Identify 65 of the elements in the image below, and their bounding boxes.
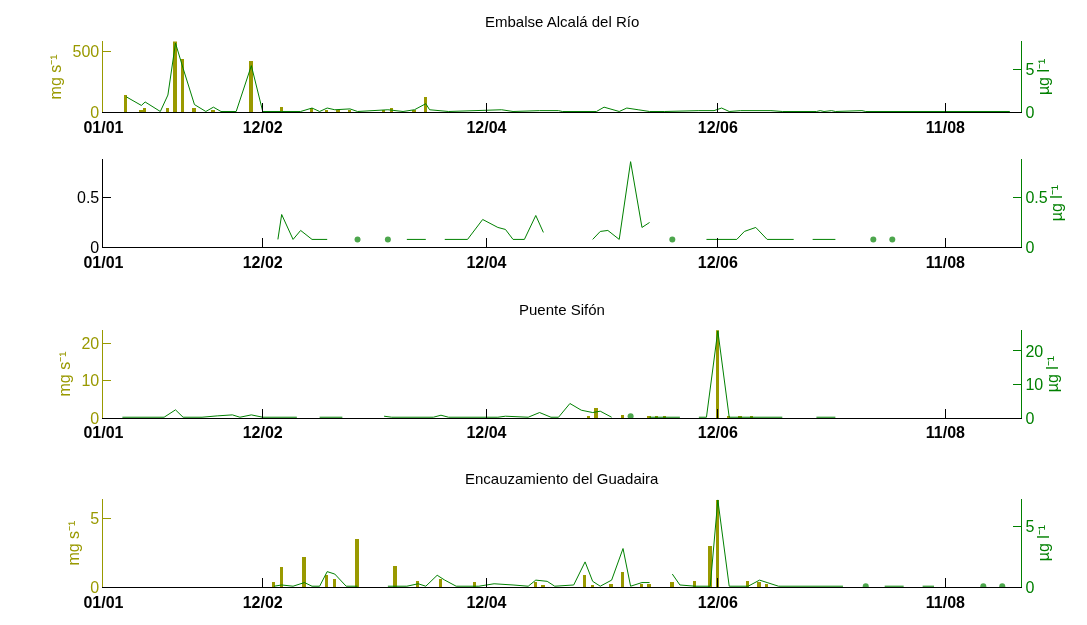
y-tick-label: 20 (81, 334, 100, 352)
x-tick-label: 01/01 (83, 424, 124, 442)
x-tick-label: 12/06 (697, 424, 738, 442)
bar (333, 578, 337, 588)
y2-tick-label: 10 (1025, 376, 1044, 394)
bar (139, 110, 144, 113)
bar (336, 110, 341, 113)
y2-axis-title: µg l⁻¹ (1035, 524, 1053, 562)
bar (583, 574, 587, 588)
chart-title: Embalse Alcalá del Río (485, 13, 640, 30)
chart-title: Encauzamiento del Guadaira (465, 470, 660, 487)
bar (355, 538, 360, 588)
y-tick-label: 10 (81, 372, 100, 390)
bar (621, 571, 625, 588)
y-axis-title: mg s⁻¹ (56, 351, 74, 397)
bar (348, 110, 352, 113)
y2-tick-label: 5 (1025, 60, 1035, 78)
x-tick-label: 12/02 (242, 424, 283, 442)
y2-tick-label: 5 (1025, 518, 1035, 536)
bar (192, 108, 197, 113)
y2-axis-title: µg l⁻¹ (1048, 184, 1066, 222)
x-tick-label: 11/08 (925, 118, 966, 136)
x-tick-label: 11/08 (925, 424, 966, 442)
x-tick-label: 12/02 (242, 118, 283, 136)
bar (325, 574, 329, 588)
x-tick-label: 12/04 (466, 253, 507, 271)
y-tick-label: 0 (90, 409, 100, 427)
x-tick-label: 12/04 (466, 424, 507, 442)
y2-axis-title: µg l⁻¹ (1035, 58, 1053, 96)
x-tick-label: 12/06 (697, 593, 738, 611)
y2-tick-label: 20 (1025, 342, 1044, 360)
x-tick-label: 11/08 (925, 253, 966, 271)
y-axis-title: mg s⁻¹ (47, 54, 65, 100)
bar (393, 565, 398, 588)
bar (621, 415, 625, 418)
bar (166, 108, 170, 113)
y2-tick-label: 0 (1025, 579, 1035, 597)
x-tick-label: 12/06 (697, 253, 738, 271)
y-axis-title: mg s⁻¹ (65, 520, 83, 566)
x-tick-label: 12/02 (242, 253, 283, 271)
y2-tick-label: 0 (1025, 238, 1035, 256)
x-tick-label: 11/08 (925, 593, 966, 611)
x-tick-label: 01/01 (83, 253, 124, 271)
y2-tick-label: 0.5 (1025, 189, 1048, 207)
y-tick-label: 0.5 (76, 189, 100, 207)
bar (439, 578, 443, 588)
bar (143, 108, 147, 113)
x-tick-label: 12/04 (466, 118, 507, 136)
bar (211, 110, 216, 113)
y2-tick-label: 0 (1025, 409, 1035, 427)
chart-title: Puente Sifón (519, 301, 605, 318)
x-tick-label: 12/06 (697, 118, 738, 136)
x-tick-label: 12/02 (242, 593, 283, 611)
y-tick-label: 500 (72, 42, 100, 60)
bar (124, 95, 128, 113)
bar (181, 59, 185, 113)
y2-axis-title: µg l⁻¹ (1044, 355, 1062, 393)
bar (325, 110, 329, 113)
y2-tick-label: 0 (1025, 103, 1035, 121)
bar (249, 61, 254, 113)
y-tick-label: 0 (90, 238, 100, 256)
y-tick-label: 0 (90, 103, 100, 121)
y-tick-label: 5 (90, 509, 100, 527)
x-tick-label: 12/04 (466, 593, 507, 611)
x-tick-label: 01/01 (83, 118, 124, 136)
